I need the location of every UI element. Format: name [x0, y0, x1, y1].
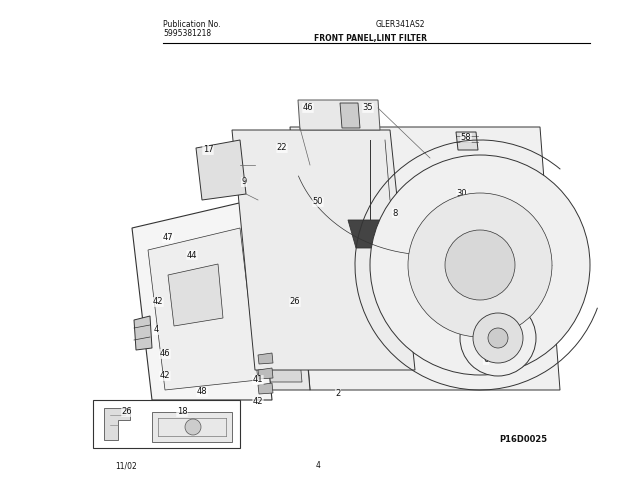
- Text: 30: 30: [457, 190, 467, 199]
- Polygon shape: [232, 130, 415, 370]
- Text: 42: 42: [160, 372, 170, 381]
- Text: P16D0025: P16D0025: [499, 435, 547, 444]
- Text: GLER341AS2: GLER341AS2: [375, 20, 425, 29]
- Text: 58: 58: [461, 133, 471, 143]
- Text: 4: 4: [316, 461, 321, 470]
- Text: 35: 35: [363, 104, 373, 112]
- Polygon shape: [290, 127, 560, 390]
- Text: FRONT PANEL,LINT FILTER: FRONT PANEL,LINT FILTER: [314, 34, 426, 43]
- Text: 50: 50: [313, 197, 323, 206]
- Polygon shape: [456, 132, 478, 150]
- Polygon shape: [168, 264, 223, 326]
- Circle shape: [460, 300, 536, 376]
- Polygon shape: [252, 165, 310, 390]
- Polygon shape: [148, 228, 258, 390]
- Polygon shape: [132, 200, 272, 400]
- Text: Publication No.: Publication No.: [163, 20, 221, 29]
- Text: 48: 48: [196, 387, 207, 396]
- Polygon shape: [340, 103, 360, 128]
- Text: 42: 42: [253, 397, 263, 407]
- Text: 5995381218: 5995381218: [163, 29, 211, 38]
- Text: 26: 26: [290, 298, 300, 307]
- Circle shape: [408, 193, 552, 337]
- Text: 8: 8: [392, 208, 397, 217]
- Text: 17: 17: [203, 145, 213, 155]
- Polygon shape: [134, 316, 152, 350]
- Text: 44: 44: [187, 251, 197, 260]
- Text: 46: 46: [303, 104, 314, 112]
- Text: 50: 50: [439, 296, 449, 304]
- Text: 6: 6: [483, 356, 489, 364]
- Circle shape: [488, 328, 508, 348]
- Text: 21: 21: [463, 267, 473, 276]
- Circle shape: [473, 313, 523, 363]
- Polygon shape: [298, 100, 380, 130]
- Text: 1: 1: [497, 298, 502, 307]
- Polygon shape: [93, 400, 240, 448]
- Polygon shape: [262, 172, 302, 382]
- Text: 18: 18: [177, 408, 188, 417]
- Text: 26: 26: [122, 408, 132, 417]
- Text: 47: 47: [163, 233, 173, 242]
- Circle shape: [445, 230, 515, 300]
- Text: 41: 41: [253, 375, 263, 384]
- Text: 22: 22: [276, 144, 287, 153]
- Text: 46: 46: [160, 349, 170, 359]
- Text: 9: 9: [241, 178, 246, 187]
- Text: 42: 42: [153, 298, 163, 307]
- Text: 2: 2: [335, 389, 340, 398]
- Polygon shape: [258, 353, 273, 364]
- Polygon shape: [258, 383, 273, 394]
- Polygon shape: [258, 368, 273, 379]
- Polygon shape: [196, 140, 246, 200]
- Circle shape: [185, 419, 201, 435]
- Circle shape: [370, 155, 590, 375]
- Text: 4: 4: [154, 325, 159, 335]
- Polygon shape: [152, 412, 232, 442]
- Polygon shape: [348, 220, 428, 248]
- Polygon shape: [104, 408, 130, 440]
- Text: 11/02: 11/02: [115, 461, 137, 470]
